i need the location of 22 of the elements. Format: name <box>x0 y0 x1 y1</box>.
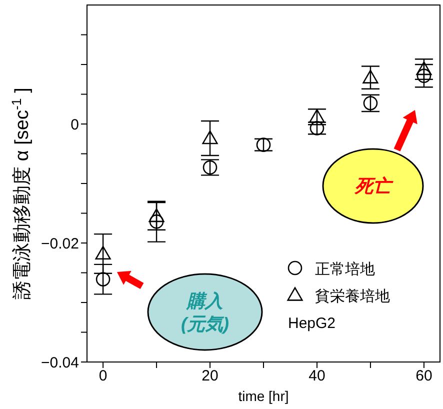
point <box>362 70 378 84</box>
y-tick-label: −0.04 <box>41 354 79 372</box>
annotation: 購入 (元気) <box>181 291 229 334</box>
y-tick-label: −0.02 <box>41 235 79 252</box>
point <box>202 130 218 144</box>
point <box>96 272 110 286</box>
point <box>149 214 164 229</box>
point <box>416 68 432 83</box>
annotation: HepG2 <box>288 315 336 332</box>
annotation: 死亡 <box>354 176 394 196</box>
x-tick-label: 40 <box>308 368 326 385</box>
point <box>95 246 111 260</box>
legend-label: 正常培地 <box>315 261 375 278</box>
point <box>148 208 164 222</box>
y-tick-label: 0 <box>70 116 79 134</box>
x-axis-title: time [hr] <box>238 388 289 404</box>
x-tick-label: 20 <box>202 368 218 385</box>
x-tick-label: 0 <box>98 368 108 385</box>
point <box>416 61 432 76</box>
point <box>256 138 271 152</box>
legend-label: 貧栄養培地 <box>315 288 390 305</box>
x-tick-label: 60 <box>416 368 432 385</box>
